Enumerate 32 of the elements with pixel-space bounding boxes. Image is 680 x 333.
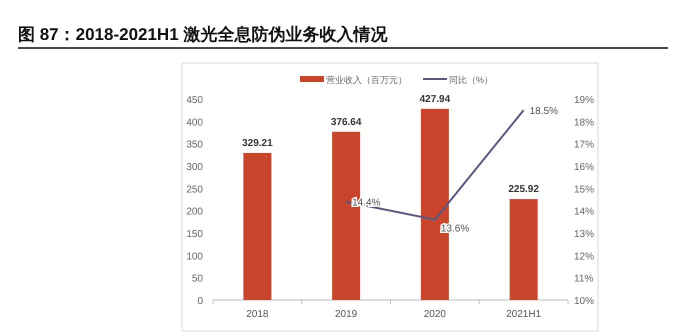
title: 图 87：2018-2021H1 激光全息防伪业务收入情况 (18, 25, 388, 44)
y2-tick-label: 13% (574, 229, 594, 240)
y-tick-label: 100 (186, 251, 204, 262)
x-tick-label: 2019 (335, 309, 358, 320)
data-label: 427.94 (420, 94, 451, 105)
y2-tick-label: 11% (574, 274, 594, 285)
y-tick-label: 300 (186, 162, 204, 173)
x-tick-label: 2021H1 (506, 309, 542, 320)
data-label: 225.92 (508, 184, 540, 196)
y-tick-label: 350 (186, 140, 204, 151)
y-tick-label: 50 (192, 274, 204, 285)
y2-tick-label: 19% (574, 95, 594, 106)
x-tick-label: 2018 (246, 309, 269, 320)
y2-tick-label: 15% (574, 184, 594, 196)
y-tick-label: 150 (186, 229, 204, 240)
y-tick-label: 200 (186, 206, 204, 218)
y2-tick-label: 16% (574, 162, 594, 173)
y-tick-label: 450 (186, 95, 204, 106)
x-tick-label: 2020 (424, 309, 446, 320)
data-label: 376.64 (330, 116, 362, 128)
legend-label: 同比（%） (449, 75, 494, 85)
y2-tick-label: 18% (574, 117, 594, 128)
y2-tick-label: 12% (574, 251, 594, 262)
data-label: 329.21 (242, 138, 274, 149)
y-tick-label: 250 (186, 184, 204, 196)
data-label: 18.5% (530, 106, 558, 118)
y-tick-label: 400 (186, 117, 204, 128)
y2-tick-label: 14% (574, 206, 594, 218)
y2-tick-label: 10% (574, 296, 594, 307)
y2-tick-label: 17% (574, 140, 594, 151)
y-tick-label: 0 (197, 296, 204, 307)
legend-label: 营业收入（百万元） (326, 75, 407, 85)
